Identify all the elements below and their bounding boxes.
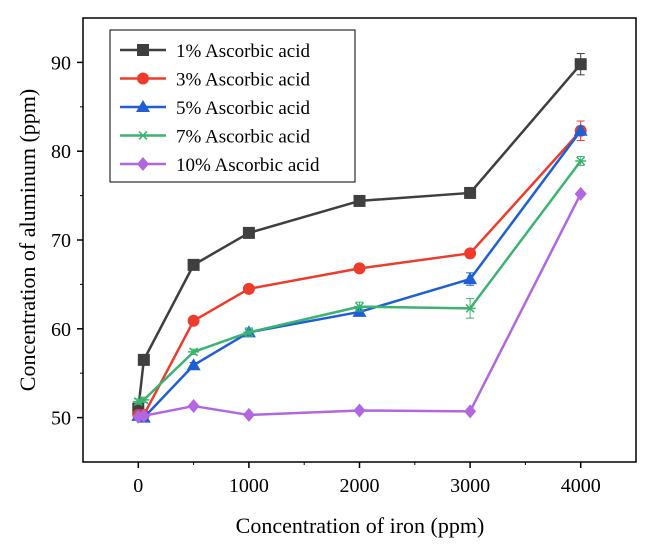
legend-entry: 5% Ascorbic acid xyxy=(120,98,311,119)
legend-label: 3% Ascorbic acid xyxy=(176,70,311,91)
data-point xyxy=(138,395,150,405)
y-tick-label: 60 xyxy=(51,319,71,341)
legend-marker xyxy=(136,100,150,112)
data-point xyxy=(137,353,150,366)
data-point xyxy=(575,156,587,166)
data-point xyxy=(187,258,200,271)
legend-marker xyxy=(137,157,149,171)
x-tick-label: 1000 xyxy=(229,475,269,497)
data-point xyxy=(574,58,587,71)
data-point xyxy=(464,186,477,199)
series-5 xyxy=(132,186,587,424)
data-point xyxy=(242,282,255,295)
data-point xyxy=(353,403,366,418)
data-point xyxy=(573,123,588,136)
data-point xyxy=(186,358,201,371)
y-tick-label: 70 xyxy=(51,230,71,252)
data-point xyxy=(464,303,476,313)
legend-marker xyxy=(137,44,149,56)
legend-label: 7% Ascorbic acid xyxy=(176,127,311,148)
series-layer xyxy=(131,53,588,424)
x-tick-label: 0 xyxy=(133,475,143,497)
data-point xyxy=(354,302,365,312)
data-point xyxy=(464,247,477,260)
data-point xyxy=(464,404,477,419)
legend-marker xyxy=(137,72,149,85)
legend-marker xyxy=(137,131,149,140)
x-tick-label: 4000 xyxy=(561,475,601,497)
legend-entry: 1% Ascorbic acid xyxy=(120,41,311,62)
data-point xyxy=(137,408,150,423)
legend-label: 5% Ascorbic acid xyxy=(176,98,311,119)
data-point xyxy=(463,272,478,285)
legend-label: 10% Ascorbic acid xyxy=(176,155,320,176)
x-tick-label: 3000 xyxy=(450,475,490,497)
data-point xyxy=(243,327,255,337)
y-axis-title: Concentration of aluminum (ppm) xyxy=(15,89,40,391)
x-tick-label: 2000 xyxy=(340,475,380,497)
legend: 1% Ascorbic acid 3% Ascorbic acid 5% Ascor… xyxy=(109,29,356,183)
x-axis-title: Concentration of iron (ppm) xyxy=(236,513,485,538)
data-point xyxy=(188,347,200,357)
series-4 xyxy=(132,156,587,407)
data-point xyxy=(187,314,200,327)
y-tick-label: 90 xyxy=(51,52,71,74)
data-point xyxy=(242,407,255,422)
data-point xyxy=(353,262,366,275)
data-point xyxy=(242,226,255,239)
legend-entry: 3% Ascorbic acid xyxy=(120,70,311,91)
data-point xyxy=(187,399,200,414)
y-tick-label: 50 xyxy=(51,408,71,430)
legend-entry: 10% Ascorbic acid xyxy=(120,155,320,176)
legend-entry: 7% Ascorbic acid xyxy=(120,127,311,148)
axis-ticks: 50 60 70 80 90 0 1000 2000 3000 4000 xyxy=(51,52,601,497)
data-point xyxy=(574,186,587,201)
data-point xyxy=(353,194,366,207)
y-tick-label: 80 xyxy=(51,141,71,163)
legend-label: 1% Ascorbic acid xyxy=(176,41,311,62)
